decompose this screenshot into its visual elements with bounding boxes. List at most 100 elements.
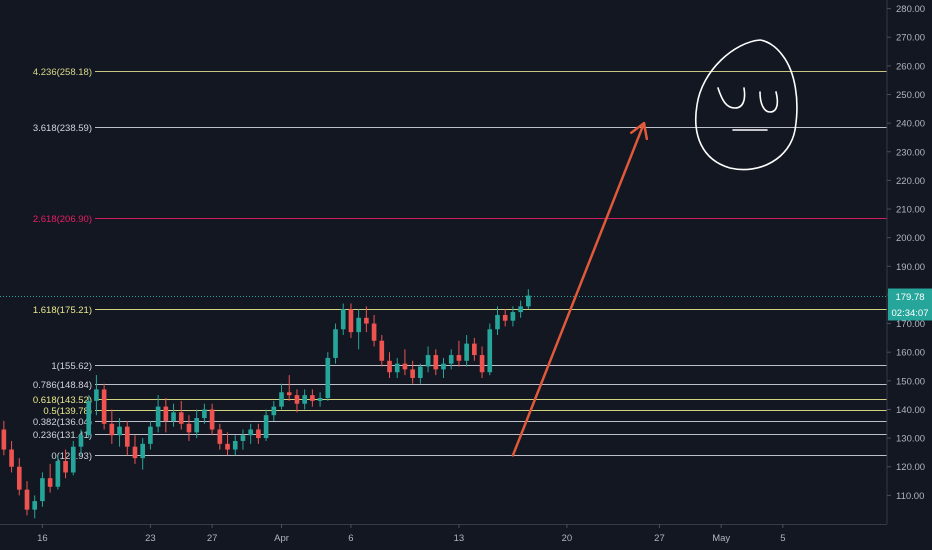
smiley-face-drawing[interactable] <box>695 39 798 171</box>
face-outline <box>695 39 798 171</box>
candle <box>456 340 462 367</box>
candle <box>202 403 207 424</box>
time-tick-label: 13 <box>454 533 465 544</box>
time-tick-label: 16 <box>37 533 48 544</box>
candle-body <box>410 369 415 378</box>
price-tick-label: 280.00 <box>896 4 925 15</box>
candle-body <box>232 440 238 450</box>
candle <box>9 440 14 473</box>
arrow-annotation[interactable] <box>511 121 649 457</box>
candle-body <box>425 355 431 367</box>
candle-body <box>24 489 30 510</box>
candle <box>225 432 230 456</box>
candle-body <box>1 429 7 450</box>
candle-body <box>279 392 284 407</box>
annotations-group[interactable] <box>511 39 798 457</box>
candle <box>502 309 508 327</box>
candle <box>86 395 92 439</box>
candle-body <box>510 312 516 321</box>
candle-body <box>495 314 500 330</box>
candle <box>263 409 269 441</box>
candle-body <box>456 355 462 361</box>
candle-body <box>124 426 130 447</box>
candle <box>317 392 323 407</box>
candle <box>448 349 454 370</box>
candle-body <box>178 412 184 424</box>
candle-body <box>9 449 14 467</box>
candle <box>294 389 300 413</box>
fib-label: 1(155.62) <box>51 361 92 372</box>
price-tick-label: 190.00 <box>896 262 925 273</box>
candle <box>418 363 423 384</box>
candle <box>518 300 523 318</box>
candle <box>163 398 169 433</box>
price-tick-label: 130.00 <box>896 434 925 445</box>
candle <box>379 335 385 367</box>
candle <box>155 395 161 433</box>
candle <box>279 383 284 410</box>
candle-body <box>78 435 84 447</box>
candle <box>194 409 199 439</box>
candle-body <box>217 429 223 444</box>
candle <box>132 435 138 464</box>
candle <box>217 423 223 450</box>
candle-body <box>310 395 315 401</box>
candle <box>232 435 238 456</box>
candle <box>472 337 477 361</box>
candle <box>387 352 392 378</box>
candle-body <box>86 400 92 436</box>
axes-group <box>0 0 888 525</box>
candle-body <box>518 306 523 313</box>
candle-body <box>47 478 53 487</box>
candle-body <box>448 355 454 364</box>
fib-label: 4.236(258.18) <box>33 67 92 78</box>
candle-body <box>94 389 99 401</box>
candle-body <box>479 355 485 373</box>
price-tick-label: 160.00 <box>896 348 925 359</box>
fib-label: 0.382(136.04) <box>33 417 92 428</box>
candle-body <box>163 406 169 421</box>
candle <box>240 429 246 450</box>
candle-body <box>109 423 115 436</box>
candle-body <box>263 415 269 439</box>
candle-body <box>379 340 385 361</box>
current-price-badge: 179.78 <box>888 288 932 305</box>
candle-body <box>348 309 354 333</box>
candle <box>348 303 354 338</box>
candle <box>171 403 176 427</box>
countdown-badge: 02:34:07 <box>888 304 932 321</box>
candle <box>340 303 346 336</box>
time-tick-label: 6 <box>348 533 353 544</box>
candle <box>248 423 253 444</box>
time-axis[interactable]: 16 23 27 Apr 6 13 20 27 May 5 <box>37 524 786 544</box>
candle-body <box>194 418 199 433</box>
candle-body <box>286 392 292 396</box>
candle-body <box>364 317 369 324</box>
countdown-badge-bg <box>888 304 932 321</box>
candle <box>101 383 107 430</box>
candle <box>271 400 277 421</box>
price-axis[interactable]: 110.00 120.00 130.00 140.00 150.00 160.00 170.… <box>887 4 925 502</box>
candle <box>333 323 338 364</box>
price-tick-label: 240.00 <box>896 119 925 130</box>
candle-body <box>317 398 323 401</box>
candle <box>394 357 400 378</box>
candle <box>24 481 30 516</box>
price-tick-label: 110.00 <box>896 491 924 502</box>
candle <box>510 306 516 327</box>
candle-body <box>441 363 446 370</box>
candle <box>140 438 146 470</box>
candle <box>302 389 307 410</box>
candle <box>94 375 99 416</box>
fib-label: 0.786(148.84) <box>33 380 92 391</box>
candle <box>410 360 415 384</box>
candle-body <box>371 323 377 341</box>
price-tick-label: 230.00 <box>896 147 925 158</box>
candle <box>325 352 331 401</box>
price-tick-label: 250.00 <box>896 90 925 101</box>
candle-body <box>302 395 307 404</box>
candle-body <box>333 329 338 358</box>
candle <box>16 458 22 496</box>
